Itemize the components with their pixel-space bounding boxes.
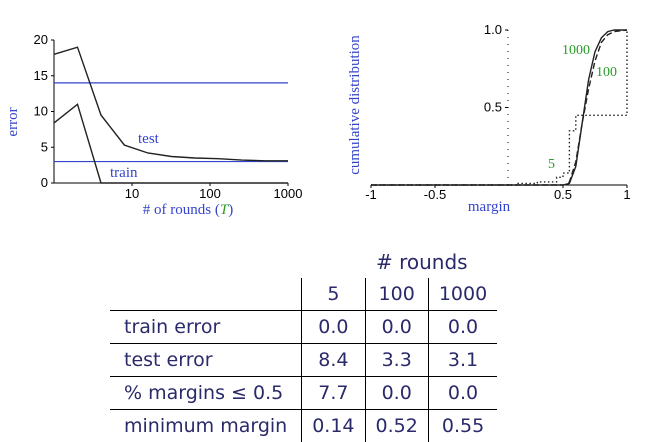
series-label-100: 100	[596, 65, 617, 80]
series-label-5: 5	[548, 157, 555, 172]
table-cell: 8.4	[302, 344, 365, 377]
col-header: 1000	[428, 278, 497, 311]
margin-distribution-chart: cumulative distribution margin 1000 100 …	[0, 0, 650, 230]
results-table: 5 100 1000 train error 0.0 0.0 0.0 test …	[110, 278, 497, 442]
col-header: 100	[365, 278, 428, 311]
table-cell: 3.1	[428, 344, 497, 377]
table-cell: 0.0	[428, 311, 497, 344]
table-title: # rounds	[376, 250, 468, 274]
row-label: test error	[110, 344, 302, 377]
y-axis-label: cumulative distribution	[347, 35, 363, 175]
table-cell: 0.0	[365, 377, 428, 410]
table-cell: 0.14	[302, 410, 365, 442]
x-tick-label: -0.5	[424, 187, 446, 202]
x-axis-label: margin	[468, 199, 511, 215]
y-tick-label: 0.5	[484, 100, 502, 115]
x-tick-label: -1	[365, 187, 377, 202]
table-header-row: 5 100 1000	[110, 278, 497, 311]
table-row: % margins ≤ 0.5 7.7 0.0 0.0	[110, 377, 497, 410]
row-label: train error	[110, 311, 302, 344]
table-cell: 7.7	[302, 377, 365, 410]
row-label: minimum margin	[110, 410, 302, 442]
table-cell: 3.3	[365, 344, 428, 377]
table-row: train error 0.0 0.0 0.0	[110, 311, 497, 344]
table-row: minimum margin 0.14 0.52 0.55	[110, 410, 497, 442]
x-tick-label: 0.5	[554, 187, 572, 202]
table-cell: 0.0	[428, 377, 497, 410]
series-label-1000: 1000	[562, 43, 590, 58]
row-label: % margins ≤ 0.5	[110, 377, 302, 410]
table-corner	[110, 278, 302, 311]
table-row: test error 8.4 3.3 3.1	[110, 344, 497, 377]
col-header: 5	[302, 278, 365, 311]
x-tick-label: 1	[623, 187, 630, 202]
table-cell: 0.0	[365, 311, 428, 344]
table-cell: 0.0	[302, 311, 365, 344]
y-tick-label: 1.0	[484, 22, 502, 37]
table-cell: 0.52	[365, 410, 428, 442]
results-table-section: # rounds 5 100 1000 train error 0.0 0.0 …	[110, 250, 530, 435]
table-cell: 0.55	[428, 410, 497, 442]
